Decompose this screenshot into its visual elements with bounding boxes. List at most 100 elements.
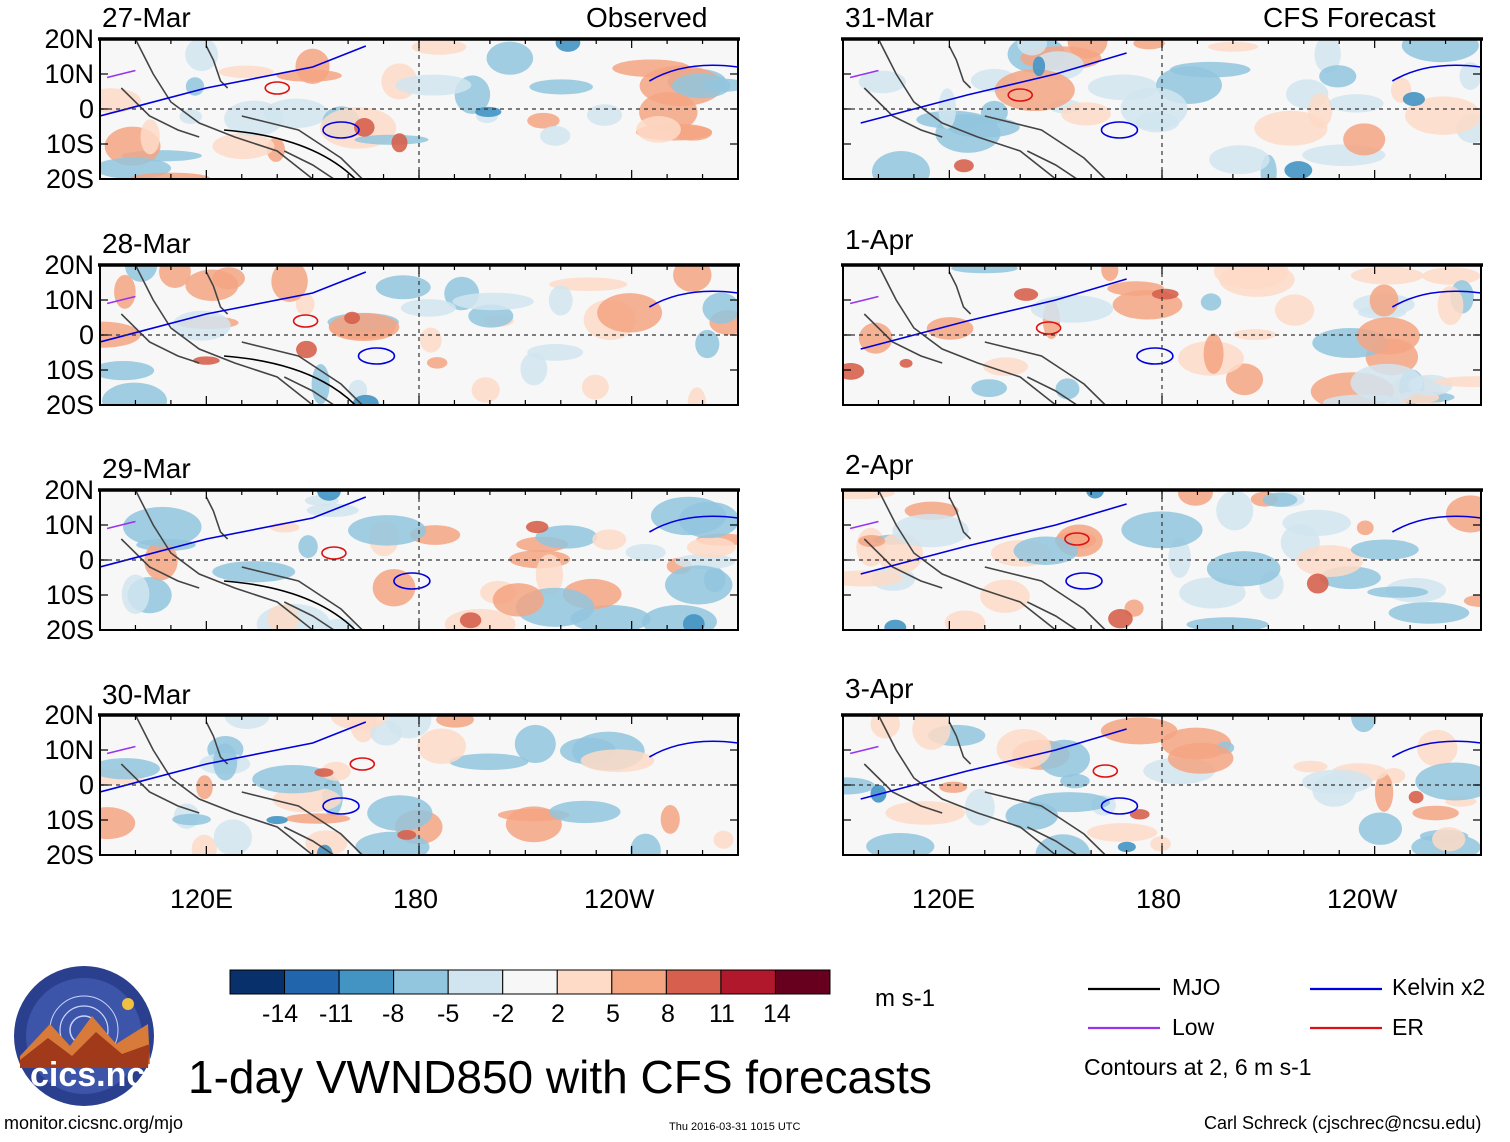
anomaly-blob <box>549 277 628 292</box>
kelvin-contour <box>1391 740 1481 758</box>
anomaly-blob <box>1302 769 1373 795</box>
anomaly-blob <box>1167 742 1234 774</box>
anomaly-blob <box>471 377 500 403</box>
anomaly-blob <box>1388 602 1470 624</box>
anomaly-blob <box>172 813 211 826</box>
coastline <box>241 791 363 855</box>
panel-date-label: 29-Mar <box>102 453 191 484</box>
anomaly-blob <box>123 506 202 547</box>
anomaly-core <box>1108 609 1133 629</box>
anomaly-blob <box>1274 294 1315 326</box>
anomaly-blob <box>1293 760 1328 773</box>
anomaly-blob <box>687 387 707 405</box>
anomaly-blob <box>1401 39 1479 63</box>
anomaly-blob <box>540 125 571 146</box>
anomaly-core <box>475 106 502 117</box>
coastline <box>877 715 1057 855</box>
anomaly-blob <box>1374 772 1394 812</box>
chart-title: 1-day VWND850 with CFS forecasts <box>188 1051 932 1103</box>
anomaly-blob <box>695 329 720 359</box>
anomaly-blob <box>983 357 1029 376</box>
coastline <box>948 496 972 540</box>
anomaly-blob <box>858 70 906 94</box>
anomaly-blob <box>395 74 472 96</box>
anomaly-blob <box>417 728 466 765</box>
anomaly-blob <box>172 310 231 341</box>
kelvin-contour <box>1136 347 1174 365</box>
anomaly-blob <box>885 801 966 825</box>
lon-tick-label: 120E <box>912 884 976 914</box>
map-panel <box>841 488 1483 631</box>
mjo-contour <box>223 580 356 630</box>
anomaly-blob <box>1262 492 1298 507</box>
anomaly-blob <box>185 269 239 301</box>
colorbar-level-label: 14 <box>763 1000 791 1028</box>
anomaly-blob <box>1208 41 1259 52</box>
kelvin-contour <box>100 496 367 568</box>
colorbar-swatch <box>284 969 340 995</box>
anomaly-blob <box>449 753 529 770</box>
panel-date-label: 2-Apr <box>845 449 914 480</box>
anomaly-blob <box>276 69 342 82</box>
map-panel <box>841 263 1483 406</box>
anomaly-blob <box>1061 102 1111 126</box>
anomaly-core <box>1151 288 1179 300</box>
anomaly-blob <box>1013 536 1078 565</box>
colorbar-swatch <box>447 969 504 995</box>
coastline <box>134 715 314 855</box>
coastline <box>283 376 335 405</box>
colorbar-swatch <box>229 969 286 995</box>
anomaly-blob <box>944 610 986 630</box>
anomaly-core <box>459 612 482 629</box>
anomaly-blob <box>1350 266 1424 285</box>
legend-label-er: ER <box>1392 1014 1424 1040</box>
anomaly-blob <box>872 151 930 179</box>
anomaly-blob <box>185 77 205 96</box>
anomaly-blob <box>305 830 348 855</box>
anomaly-blob <box>354 134 429 145</box>
kelvin-contour <box>100 271 367 343</box>
anomaly-blob <box>372 568 416 607</box>
anomaly-blob <box>1030 295 1114 323</box>
colorbar-swatch <box>720 969 776 995</box>
coastline <box>1026 150 1078 179</box>
anomaly-blob <box>1445 495 1481 533</box>
colorbar-level-label: -14 <box>262 1000 299 1028</box>
anomaly-blob <box>492 583 544 617</box>
anomaly-blob <box>218 65 274 79</box>
lat-tick-label: 0 <box>78 94 94 124</box>
footer-url[interactable]: monitor.cicsnc.org/mjo <box>4 1113 184 1133</box>
lat-tick-label: 10N <box>44 59 94 89</box>
colorbar-level-label: -5 <box>437 1000 460 1028</box>
anomaly-blob <box>196 775 213 800</box>
anomaly-blob <box>843 777 876 795</box>
anomaly-blob <box>843 570 904 587</box>
anomaly-core <box>1402 92 1425 107</box>
lat-tick-label: 10N <box>44 510 94 540</box>
lat-tick-label: 10S <box>45 805 94 835</box>
kelvin-contour <box>1391 290 1481 308</box>
anomaly-blob <box>675 553 736 570</box>
units-label: m s-1 <box>875 985 935 1012</box>
coastline <box>241 566 363 630</box>
er-contour <box>349 757 376 771</box>
mjo-contour <box>223 355 356 405</box>
footer-author: Carl Schreck (cjschrec@ncsu.edu) <box>1204 1113 1482 1133</box>
lat-tick-label: 0 <box>78 545 94 575</box>
anomaly-core <box>1129 809 1150 820</box>
kelvin-contour <box>1065 572 1103 590</box>
coastline <box>948 721 972 765</box>
anomaly-blob <box>328 313 400 342</box>
colorbar-swatch <box>393 969 449 995</box>
anomaly-blob <box>586 104 623 126</box>
anomaly-blob <box>1351 715 1377 733</box>
lat-tick-label: 10S <box>45 355 94 385</box>
anomaly-blob <box>468 304 514 328</box>
panel-date-label: 30-Mar <box>102 679 191 710</box>
anomaly-core <box>391 133 408 153</box>
anomaly-blob <box>996 728 1052 769</box>
anomaly-core <box>352 394 379 405</box>
er-contour <box>264 81 291 95</box>
coastline <box>948 45 972 89</box>
low-contour <box>106 745 136 755</box>
